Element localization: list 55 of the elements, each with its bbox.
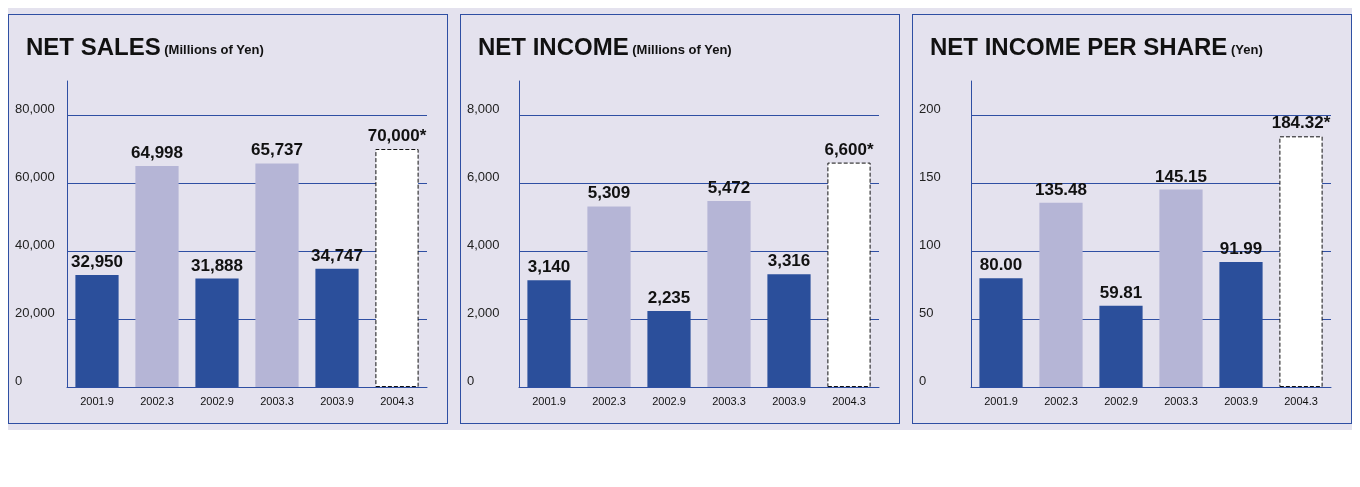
x-tick-label: 2001.9 bbox=[80, 394, 114, 407]
x-tick-label: 2004.3 bbox=[1284, 394, 1318, 407]
x-tick-label: 2002.3 bbox=[592, 394, 626, 407]
x-tick-label: 2004.3 bbox=[832, 394, 866, 407]
y-tick-label: 20,000 bbox=[15, 305, 55, 320]
data-label: 5,472 bbox=[707, 177, 751, 197]
y-tick-label: 40,000 bbox=[15, 237, 55, 252]
data-label: 80.00 bbox=[979, 255, 1023, 275]
x-tick-label: 2002.9 bbox=[652, 394, 686, 407]
data-label: 3,316 bbox=[767, 251, 811, 271]
y-tick-label: 2,000 bbox=[467, 305, 500, 320]
chart-subtitle: (Millions of Yen) bbox=[160, 41, 264, 57]
data-label: 64,998 bbox=[131, 143, 183, 163]
chart-title: NET INCOME bbox=[478, 32, 629, 60]
x-tick-label: 2002.9 bbox=[200, 394, 234, 407]
x-tick-label: 2003.3 bbox=[260, 394, 294, 407]
x-tick-label: 2003.3 bbox=[712, 394, 746, 407]
y-tick-label: 100 bbox=[919, 237, 941, 252]
y-tick-label: 150 bbox=[919, 169, 941, 184]
data-label: 59.81 bbox=[1099, 282, 1143, 302]
y-tick-label: 6,000 bbox=[467, 169, 500, 184]
y-tick-label: 8,000 bbox=[467, 101, 500, 116]
x-tick-label: 2003.9 bbox=[320, 394, 354, 407]
chart-subtitle: (Yen) bbox=[1227, 41, 1263, 57]
y-tick-label: 200 bbox=[919, 101, 941, 116]
data-label: 184.32* bbox=[1271, 113, 1331, 133]
x-tick-label: 2003.3 bbox=[1164, 394, 1198, 407]
y-tick-label: 50 bbox=[919, 305, 934, 320]
chart-title: NET SALES bbox=[26, 32, 161, 60]
x-tick-label: 2003.9 bbox=[1224, 394, 1258, 407]
data-label: 5,309 bbox=[587, 183, 631, 203]
y-tick-label: 60,000 bbox=[15, 169, 55, 184]
y-tick-label: 80,000 bbox=[15, 101, 55, 116]
data-label: 6,600* bbox=[824, 139, 874, 159]
x-tick-label: 2003.9 bbox=[772, 394, 806, 407]
x-tick-label: 2002.3 bbox=[140, 394, 174, 407]
data-label: 70,000* bbox=[367, 126, 427, 145]
chart-title: NET INCOME PER SHARE bbox=[930, 32, 1228, 60]
x-tick-label: 2001.9 bbox=[532, 394, 566, 407]
data-label: 3,140 bbox=[527, 257, 571, 277]
x-tick-label: 2001.9 bbox=[984, 394, 1018, 407]
data-label: 65,737 bbox=[251, 140, 303, 160]
data-label: 145.15 bbox=[1155, 166, 1207, 186]
y-tick-label: 0 bbox=[15, 373, 23, 388]
data-label: 2,235 bbox=[647, 288, 691, 308]
y-tick-label: 0 bbox=[919, 373, 927, 388]
y-tick-label: 0 bbox=[467, 373, 475, 388]
data-label: 135.48 bbox=[1035, 179, 1087, 199]
x-tick-label: 2002.3 bbox=[1044, 394, 1078, 407]
x-tick-label: 2002.9 bbox=[1104, 394, 1138, 407]
y-tick-label: 4,000 bbox=[467, 237, 500, 252]
data-label: 32,950 bbox=[71, 251, 123, 271]
data-label: 31,888 bbox=[191, 255, 243, 275]
x-tick-label: 2004.3 bbox=[380, 394, 414, 407]
chart-subtitle: (Millions of Yen) bbox=[628, 41, 732, 57]
